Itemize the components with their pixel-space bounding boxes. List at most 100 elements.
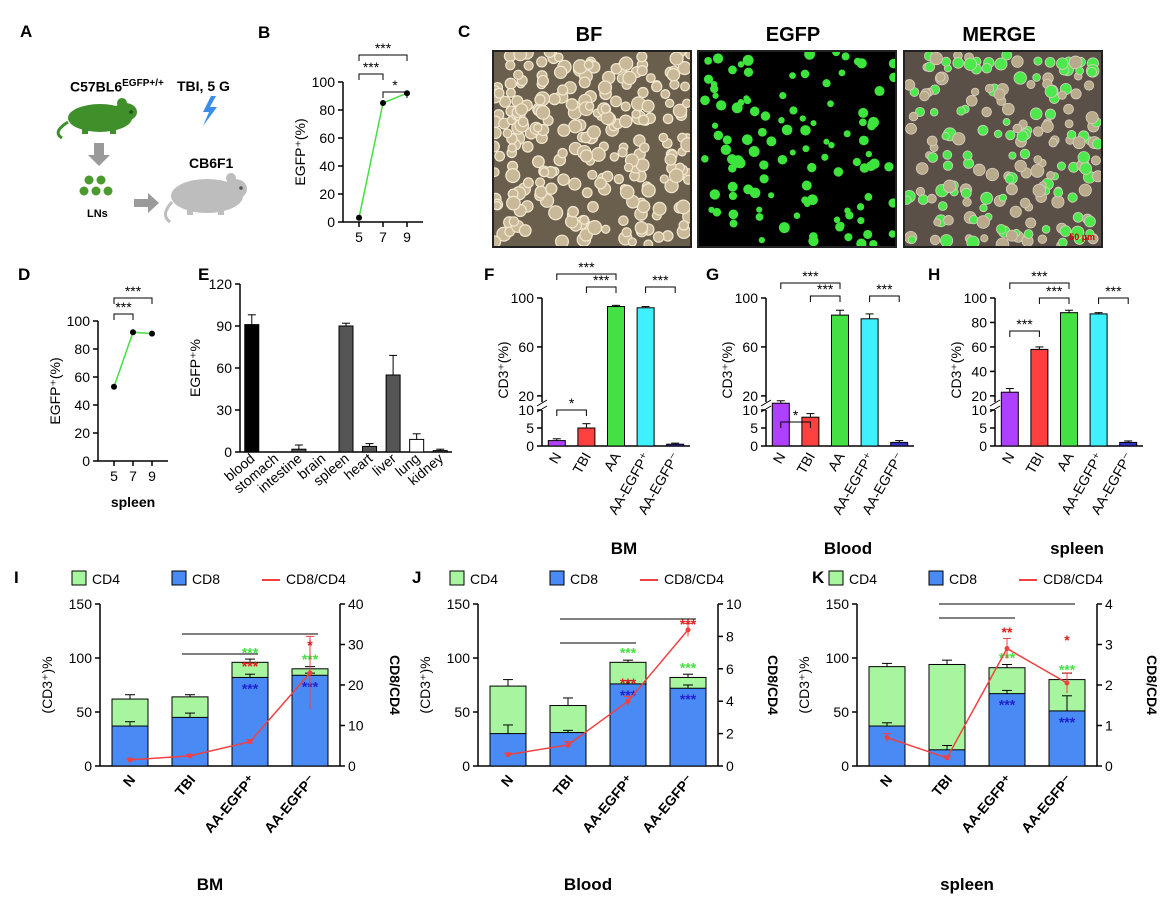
sig-bracket-B-stars: *** [363,59,380,75]
legend-I: CD4 CD8 CD8/CD4 [71,570,346,587]
bar-F [547,440,566,447]
merge-cell [1033,56,1043,66]
merge-cell [1044,85,1058,99]
egfp-cell [869,239,878,246]
y-tick-label-F: 10 [518,402,534,418]
stars-ratio-K: * [1064,632,1070,648]
merge-cell [1032,183,1047,198]
bf-cell [637,86,649,99]
y-J-tick-label: 50 [454,704,470,720]
egfp-cell [889,72,895,83]
line-series-B [358,92,408,218]
x-tick-label-H: TBI [1022,450,1047,477]
ratio-point-K [1064,680,1070,686]
panel-label-I: I [14,568,19,587]
bf-cell [534,94,546,106]
x-tick-label-I: N [120,772,139,790]
bf-cell [609,152,620,162]
y-D-tick-label: 60 [74,369,90,385]
bf-cell [506,195,521,211]
bf-cell [505,168,521,184]
egfp-image [697,50,897,248]
y-tick-label-F: 20 [518,388,534,404]
donor-mouse-icon [56,98,137,140]
egfp-cell [704,57,712,65]
bf-cell [600,103,611,114]
bf-cell [662,113,674,125]
y-tick-label-F: 100 [511,290,535,306]
bf-cell [682,98,690,109]
bf-cell [557,123,571,137]
merge-cell [1002,118,1011,126]
sig-bracket-H-stars: *** [1031,268,1048,284]
merge-cell [952,57,964,69]
bar-F [607,306,625,447]
bf-cell [659,174,669,184]
bf-cell [618,56,634,71]
bf-cell [508,216,520,227]
merge-cell [1019,197,1031,209]
egfp-cell [859,118,867,127]
egfp-cell [823,138,830,145]
bf-cell [517,116,529,128]
merge-cell [963,57,977,71]
cells-label: LNs [87,208,108,220]
bf-cell [643,239,654,246]
ratio-point-K [884,735,890,741]
egfp-cell [833,167,844,177]
y2-I-tick-label: 10 [348,718,364,734]
panel-label-D: D [18,265,30,284]
data-point-D [111,383,117,390]
bf-cell [613,173,625,185]
egfp-cell [755,213,764,221]
bf-cell [536,56,548,68]
bar-F [636,307,655,447]
egfp-cell [857,217,865,225]
egfp-cell [858,135,869,146]
merge-cell [1041,224,1051,234]
y2-axis-label-I: CD8/CD4 [387,655,403,715]
scale-bar-label: 50 µm [1069,232,1095,242]
sig-bracket-G [869,295,900,302]
y2-I-tick-label: 20 [348,677,364,693]
bf-cell [494,235,502,246]
panel-label-J: J [412,568,421,587]
ratio-line-K [886,647,1068,759]
bf-cell [680,137,690,153]
sig-bracket-H [1038,297,1070,304]
bar-cd8-I [171,716,209,767]
merge-cell [943,215,954,226]
merge-cell [1005,229,1018,242]
merge-cell [1009,205,1022,218]
egfp-cell [800,69,810,79]
sig-bracket-B [358,54,408,61]
bar-E [385,374,401,453]
merge-cell [1032,126,1044,137]
right-arrow-icon [134,193,159,213]
legend-swatch-cd8 [928,570,944,586]
merge-title: MERGE [962,24,1036,46]
y-tick-label-F: 5 [526,420,534,436]
egfp-cell [864,193,873,201]
data-point-D [149,330,155,337]
merge-cell [956,106,966,116]
y-tick-label-H: 40 [971,363,987,379]
bf-cell [494,200,502,211]
sig-bracket-H-stars: *** [1046,283,1063,299]
merge-cell [995,237,1010,246]
bf-cell [557,147,568,159]
y-E-tick-label: 120 [209,276,233,292]
bf-cell [535,105,551,120]
egfp-title: EGFP [765,24,821,46]
sig-bracket-D-stars: *** [115,299,132,315]
merge-cell [981,106,992,118]
y2-J-tick-label: 0 [726,758,734,774]
bf-cell [666,68,681,82]
egfp-cell [727,181,738,192]
lightning-icon [203,96,217,126]
bar-cd8-K [868,725,906,767]
bf-cell [680,81,690,92]
